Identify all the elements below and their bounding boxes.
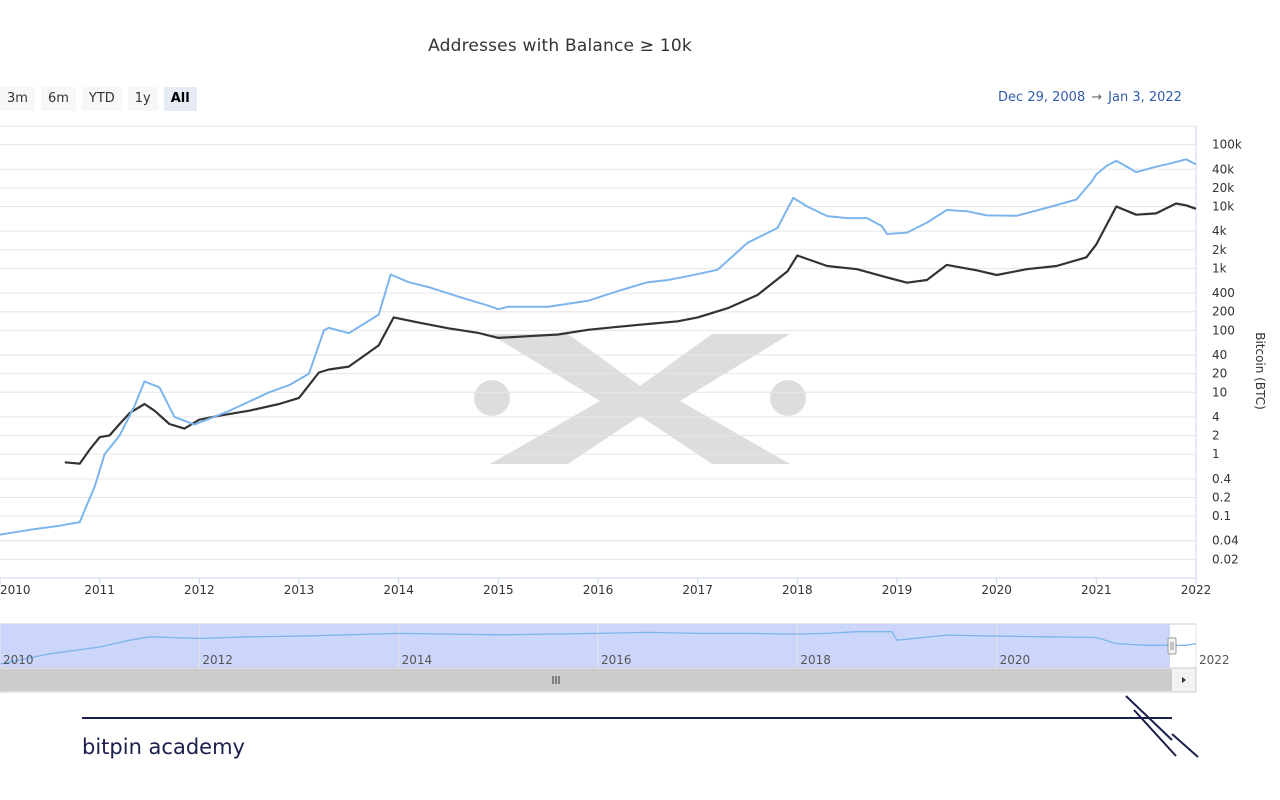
x-tick-label: 2020 — [981, 583, 1012, 597]
addresses-line — [64, 202, 1197, 465]
x-tick-label: 2014 — [383, 583, 414, 597]
footer-slash-decoration — [1125, 695, 1199, 758]
navigator-series — [0, 631, 1197, 665]
range-button-all[interactable]: All — [163, 87, 197, 111]
y-tick-label: 400 — [1212, 286, 1235, 300]
y-tick-label: 10 — [1212, 385, 1227, 399]
y-tick-label: 10k — [1212, 200, 1234, 214]
x-tick-label: 2017 — [682, 583, 713, 597]
y-axis-title: Bitcoin (BTC) — [1253, 332, 1267, 410]
y-tick-label: 100k — [1212, 138, 1242, 152]
x-tick-label: 2010 — [0, 583, 31, 597]
axes — [0, 125, 1197, 579]
navigator-label: 2010 — [3, 653, 34, 667]
x-tick-label: 2022 — [1181, 583, 1212, 597]
arrow-right-icon — [1182, 677, 1186, 683]
y-tick-label: 0.02 — [1212, 552, 1239, 566]
y-tick-label: 20k — [1212, 181, 1234, 195]
date-range-arrow: → — [1091, 90, 1103, 105]
y-tick-label: 0.1 — [1212, 509, 1231, 523]
chart-title: Addresses with Balance ≥ 10k — [428, 36, 692, 56]
navigator-label: 2018 — [800, 653, 831, 667]
y-tick-label: 100 — [1212, 323, 1235, 337]
y-tick-label: 40k — [1212, 162, 1234, 176]
xx-logo-icon — [474, 334, 806, 464]
navigator-grid — [0, 624, 1197, 668]
y-axis-labels: 100k 40k 20k 10k 4k 2k 1k 400 200 100 40 20 10 4 2 1 0.4… — [1212, 138, 1242, 567]
navigator-line — [0, 631, 1197, 665]
date-range-display: Dec 29, 2008 → Jan 3, 2022 — [980, 90, 1200, 105]
navigator-labels: 2010 2012 2014 2016 2018 2020 2022 — [3, 653, 1230, 667]
navigator-mask[interactable] — [0, 624, 1170, 668]
range-button-6m[interactable]: 6m — [40, 87, 76, 111]
y-tick-label: 1k — [1212, 261, 1227, 275]
range-button-ytd[interactable]: YTD — [81, 87, 122, 111]
brand-name: bitpin academy — [82, 735, 245, 759]
y-tick-label: 4 — [1212, 410, 1220, 424]
x-tick-label: 2013 — [284, 583, 315, 597]
x-tick-label: 2015 — [483, 583, 514, 597]
date-range-to[interactable]: Jan 3, 2022 — [1108, 90, 1182, 105]
price-line — [0, 158, 1197, 536]
y-tick-label: 0.2 — [1212, 490, 1231, 504]
y-tick-label: 0.04 — [1212, 534, 1239, 548]
y-tick-label: 1 — [1212, 447, 1220, 461]
y-tick-label: 200 — [1212, 305, 1235, 319]
navigator-label: 2014 — [402, 653, 433, 667]
scrollbar-thumb[interactable] — [0, 669, 1172, 691]
navigator-label: 2022 — [1199, 653, 1230, 667]
navigator-label: 2020 — [1000, 653, 1031, 667]
series — [0, 158, 1197, 536]
footer-divider — [82, 717, 1172, 719]
x-axis-labels: 2010 2011 2012 2013 2014 2015 2016 2017 2018 2019… — [0, 578, 1211, 597]
range-button-1y[interactable]: 1y — [127, 87, 158, 111]
y-tick-label: 20 — [1212, 367, 1227, 381]
range-selector: 3m 6m YTD 1y All — [0, 87, 197, 111]
chart: 2010 2011 2012 2013 2014 2015 2016 2017 2018 2019… — [0, 125, 1267, 597]
navigator-label: 2012 — [202, 653, 233, 667]
y-tick-label: 4k — [1212, 224, 1227, 238]
y-tick-label: 0.4 — [1212, 472, 1231, 486]
navigator: 2010 2012 2014 2016 2018 2020 2022 — [0, 623, 1230, 693]
x-tick-label: 2019 — [882, 583, 913, 597]
date-range-from[interactable]: Dec 29, 2008 — [998, 90, 1086, 105]
navigator-handle-right[interactable] — [1167, 637, 1177, 655]
grid — [0, 144, 1196, 560]
y-tick-label: 40 — [1212, 348, 1227, 362]
navigator-label: 2016 — [601, 653, 632, 667]
x-tick-label: 2021 — [1081, 583, 1112, 597]
x-tick-label: 2018 — [782, 583, 813, 597]
y-tick-label: 2 — [1212, 429, 1220, 443]
y-tick-label: 2k — [1212, 243, 1227, 257]
range-button-3m[interactable]: 3m — [0, 87, 35, 111]
x-tick-label: 2011 — [84, 583, 115, 597]
scroll-grip-icon — [552, 676, 560, 684]
x-tick-label: 2016 — [583, 583, 614, 597]
x-tick-label: 2012 — [184, 583, 215, 597]
